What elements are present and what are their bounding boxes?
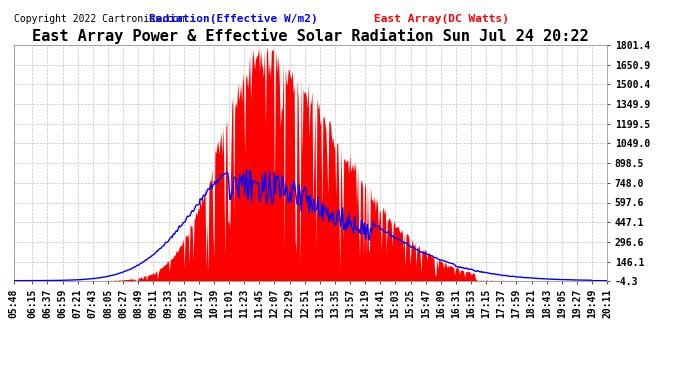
Text: Radiation(Effective W/m2): Radiation(Effective W/m2) (149, 14, 317, 24)
Title: East Array Power & Effective Solar Radiation Sun Jul 24 20:22: East Array Power & Effective Solar Radia… (32, 28, 589, 44)
Text: East Array(DC Watts): East Array(DC Watts) (373, 14, 509, 24)
Text: Copyright 2022 Cartronics.com: Copyright 2022 Cartronics.com (14, 14, 184, 24)
